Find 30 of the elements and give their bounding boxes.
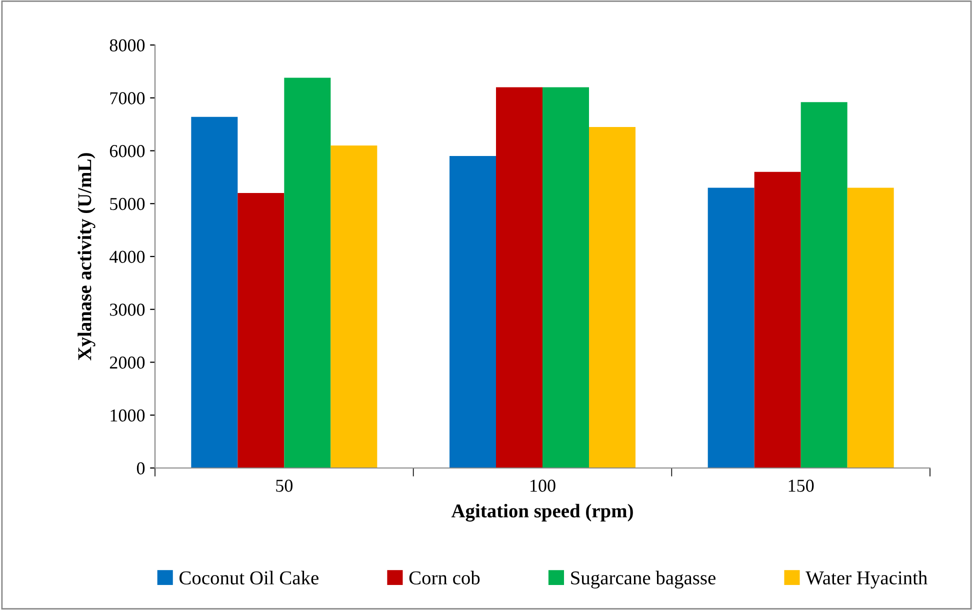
- legend-label: Coconut Oil Cake: [180, 570, 318, 584]
- bar: [330, 145, 378, 468]
- x-tick-label: 150: [788, 480, 814, 492]
- bar: [708, 188, 754, 468]
- bar: [450, 156, 496, 468]
- y-tick-label: 7000: [110, 92, 145, 104]
- legend-label: Corn cob: [409, 570, 480, 584]
- y-tick-label: 4000: [110, 250, 145, 263]
- bar: [191, 116, 238, 468]
- x-tick-label: 100: [530, 480, 556, 492]
- y-tick-label: 8000: [110, 39, 145, 52]
- x-tick-label: 50: [276, 480, 293, 492]
- y-tick-label: 0: [136, 462, 145, 474]
- legend-label: Sugarcane bagasse: [571, 570, 716, 588]
- bar: [754, 172, 801, 468]
- bar: [800, 102, 848, 468]
- bar: [589, 126, 636, 468]
- y-axis-title: Xylanase activity (U/mL): [78, 153, 96, 360]
- y-tick-label: 6000: [110, 145, 145, 158]
- legend-label: Water Hyacinth: [806, 570, 928, 588]
- y-tick-label: 1000: [110, 409, 145, 422]
- bar: [847, 188, 894, 468]
- bar: [542, 87, 589, 468]
- bar: [284, 78, 331, 468]
- y-tick-label: 2000: [110, 356, 145, 369]
- bar: [238, 193, 284, 468]
- y-tick-label: 3000: [110, 304, 145, 316]
- bar: [496, 87, 542, 468]
- x-axis-title: Agitation speed (rpm): [451, 504, 633, 522]
- y-tick-label: 5000: [110, 198, 145, 210]
